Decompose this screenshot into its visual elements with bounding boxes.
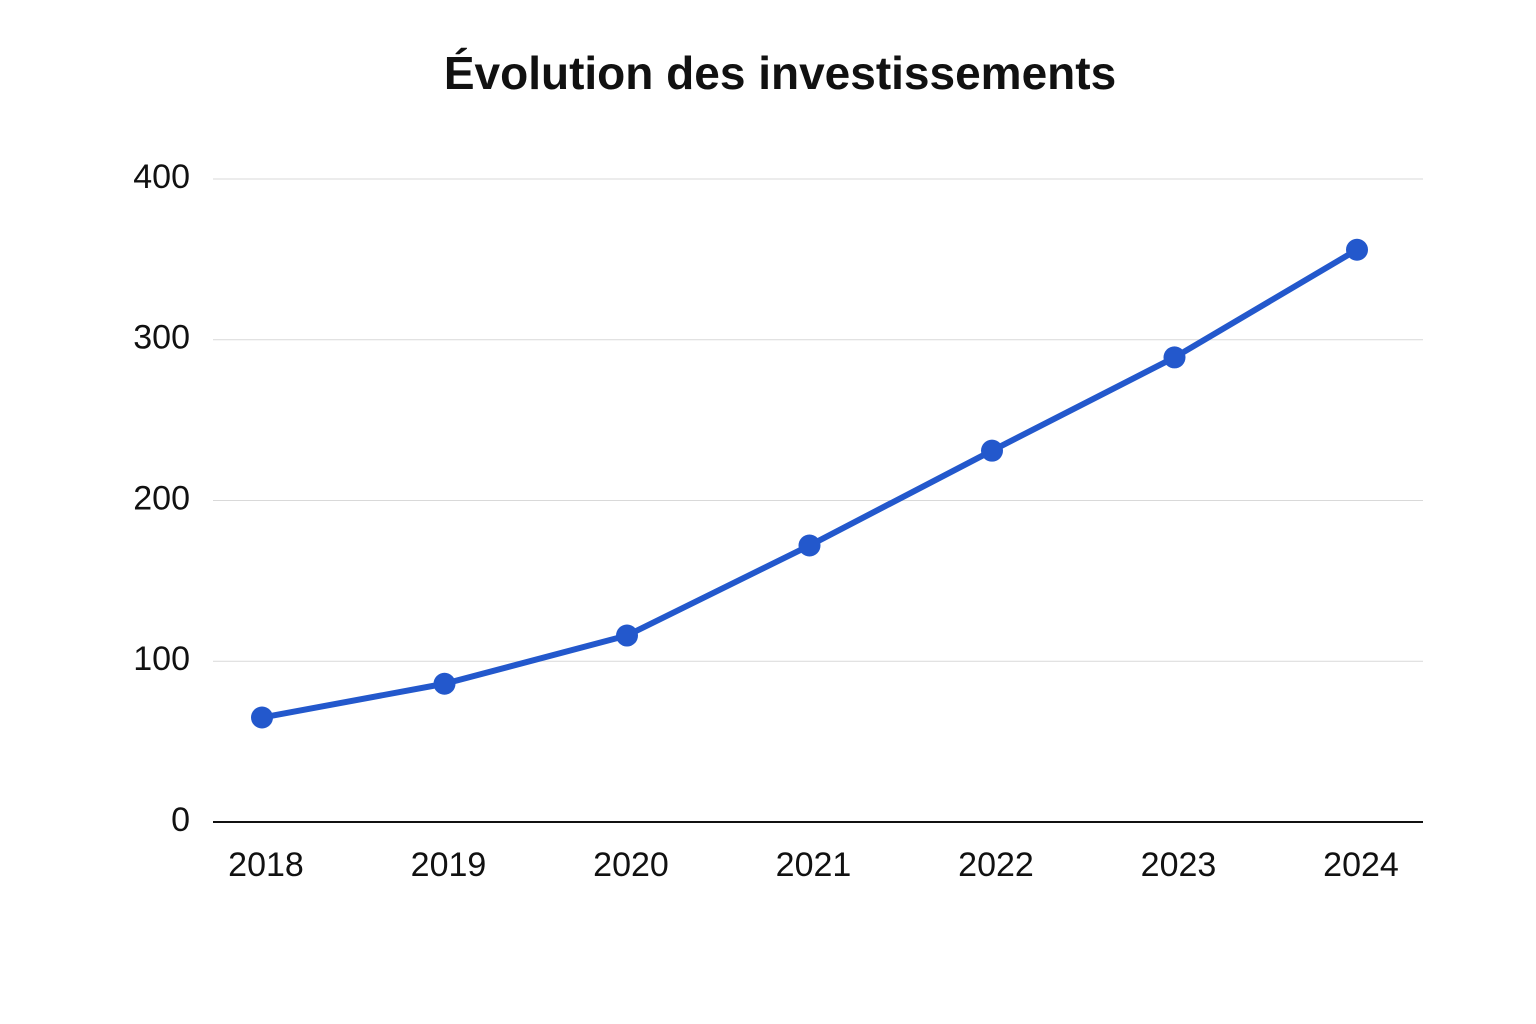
- y-tick-label: 400: [133, 158, 190, 196]
- x-tick-label: 2024: [1323, 846, 1399, 884]
- point: [1346, 238, 1368, 261]
- x-tick-label: 2023: [1141, 846, 1217, 884]
- x-tick-label: 2022: [958, 846, 1034, 884]
- y-tick-label: 300: [133, 319, 190, 357]
- y-tick-label: 0: [171, 801, 190, 839]
- x-tick-label: 2019: [411, 846, 487, 884]
- point: [616, 624, 638, 647]
- y-tick-label: 100: [133, 640, 190, 678]
- x-tick-label: 2018: [228, 846, 304, 884]
- point: [251, 706, 273, 729]
- point: [1163, 346, 1186, 369]
- x-tick-label: 2020: [593, 846, 669, 884]
- chart-title: Évolution des investissements: [444, 47, 1116, 99]
- point: [981, 439, 1003, 462]
- x-tick-label: 2021: [776, 846, 852, 884]
- y-tick-label: 200: [133, 479, 190, 517]
- point: [798, 534, 821, 557]
- point: [433, 672, 456, 695]
